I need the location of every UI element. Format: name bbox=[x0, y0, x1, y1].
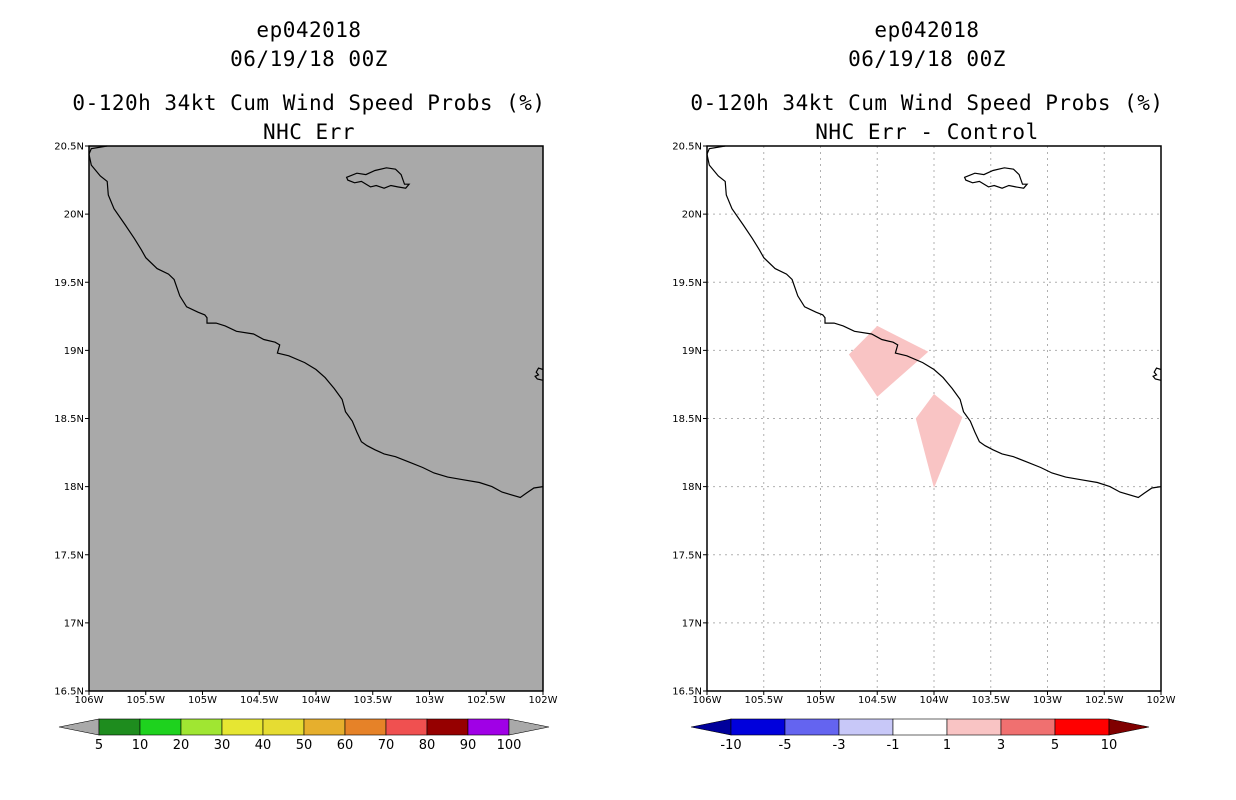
lon-label: 105W bbox=[188, 695, 217, 706]
date-title: 06/19/18 00Z bbox=[848, 47, 1006, 71]
lon-label: 104.5W bbox=[858, 695, 897, 706]
lon-label: 105.5W bbox=[126, 695, 165, 706]
panel-nhc-err-control: ep042018 06/19/18 00Z 0-120h 34kt Cum Wi… bbox=[618, 0, 1236, 800]
colorbar-cell bbox=[1054, 718, 1110, 736]
lat-label: 20N bbox=[64, 210, 84, 221]
lon-label: 102.5W bbox=[1085, 695, 1124, 706]
colorbar-cell bbox=[98, 718, 141, 736]
colorbar-cell bbox=[1000, 718, 1056, 736]
lon-label: 103.5W bbox=[353, 695, 392, 706]
colorbar-label: -10 bbox=[720, 738, 741, 753]
subtitle: NHC Err bbox=[262, 120, 355, 144]
lon-label: 106W bbox=[75, 695, 104, 706]
lon-label: 104.5W bbox=[240, 695, 279, 706]
colorbar-label: 10 bbox=[132, 738, 149, 753]
diff-region-north bbox=[848, 325, 929, 397]
colorbar-label: 60 bbox=[337, 738, 354, 753]
lat-label: 19.5N bbox=[54, 278, 84, 289]
lat-label: 19N bbox=[682, 346, 702, 357]
lon-label: 102.5W bbox=[467, 695, 506, 706]
lon-label: 105W bbox=[806, 695, 835, 706]
colorbar-high-arrow bbox=[508, 718, 550, 736]
colorbar-label: 5 bbox=[1051, 738, 1059, 753]
colorbar-low-arrow bbox=[58, 718, 100, 736]
colorbar: -10 -5 -3 -1 1 3 5 10 bbox=[690, 718, 1150, 753]
subtitle: NHC Err - Control bbox=[815, 120, 1039, 144]
colorbar-label: 5 bbox=[95, 738, 103, 753]
coastline bbox=[88, 145, 544, 499]
colorbar-cell bbox=[262, 718, 305, 736]
panel-nhc-err: ep042018 06/19/18 00Z 0-120h 34kt Cum Wi… bbox=[54, 18, 558, 754]
colorbar-label: 20 bbox=[173, 738, 190, 753]
coast-edge-feature bbox=[1152, 367, 1162, 381]
colorbar-cell bbox=[139, 718, 182, 736]
coast-edge-feature bbox=[534, 367, 544, 381]
colorbar-label: 80 bbox=[419, 738, 436, 753]
colorbar-label: 70 bbox=[378, 738, 395, 753]
colorbar: 5 10 20 30 40 50 60 70 80 90 100 bbox=[58, 718, 550, 753]
colorbar-label: -3 bbox=[833, 738, 846, 753]
lat-label: 16.5N bbox=[672, 687, 702, 698]
colorbar-cell bbox=[946, 718, 1002, 736]
lon-label: 106W bbox=[693, 695, 722, 706]
lat-label: 20N bbox=[682, 210, 702, 221]
colorbar-cell bbox=[426, 718, 469, 736]
lon-label: 105.5W bbox=[744, 695, 783, 706]
lake-outline bbox=[963, 167, 1029, 189]
map-background bbox=[89, 146, 543, 691]
colorbar-label: -5 bbox=[779, 738, 792, 753]
colorbar-cell bbox=[892, 718, 948, 736]
colorbar-cell bbox=[784, 718, 840, 736]
colorbar-cell bbox=[221, 718, 264, 736]
colorbar-cell bbox=[180, 718, 223, 736]
lon-label: 104W bbox=[302, 695, 331, 706]
colorbar-label: 50 bbox=[296, 738, 313, 753]
lat-label: 17N bbox=[682, 618, 702, 629]
colorbar-cell bbox=[344, 718, 387, 736]
colorbar-label: 3 bbox=[997, 738, 1005, 753]
lat-label: 19N bbox=[64, 346, 84, 357]
colorbar-label: 30 bbox=[214, 738, 231, 753]
lon-label: 103W bbox=[1033, 695, 1062, 706]
lat-label: 17.5N bbox=[54, 550, 84, 561]
colorbar-low-arrow bbox=[690, 718, 732, 736]
lon-label: 102W bbox=[529, 695, 558, 706]
product-title: 0-120h 34kt Cum Wind Speed Probs (%) bbox=[690, 91, 1164, 115]
lon-label: 103.5W bbox=[971, 695, 1010, 706]
colorbar-cell bbox=[838, 718, 894, 736]
colorbar-label: 10 bbox=[1101, 738, 1118, 753]
storm-id-title: ep042018 bbox=[874, 18, 980, 42]
colorbar-label: 100 bbox=[497, 738, 522, 753]
diff-region-south bbox=[915, 394, 963, 488]
date-title: 06/19/18 00Z bbox=[230, 47, 388, 71]
lake-outline bbox=[345, 167, 411, 189]
lat-label: 16.5N bbox=[54, 687, 84, 698]
lat-label: 17.5N bbox=[672, 550, 702, 561]
colorbar-label: 90 bbox=[460, 738, 477, 753]
coastline bbox=[706, 145, 1162, 499]
lat-label: 18N bbox=[682, 482, 702, 493]
colorbar-cell bbox=[730, 718, 786, 736]
colorbar-cell bbox=[303, 718, 346, 736]
colorbar-cell bbox=[467, 718, 510, 736]
lat-label: 20.5N bbox=[672, 142, 702, 153]
lon-label: 104W bbox=[920, 695, 949, 706]
storm-id-title: ep042018 bbox=[256, 18, 362, 42]
product-title: 0-120h 34kt Cum Wind Speed Probs (%) bbox=[72, 91, 546, 115]
colorbar-high-arrow bbox=[1108, 718, 1150, 736]
lat-label: 17N bbox=[64, 618, 84, 629]
lon-label: 102W bbox=[1147, 695, 1176, 706]
lat-label: 18.5N bbox=[672, 414, 702, 425]
colorbar-label: -1 bbox=[887, 738, 900, 753]
map-plot: 20.5N 20N 19.5N 19N 18.5N 18N 17.5N 17N 16.5N106… bbox=[672, 142, 1176, 754]
lon-label: 103W bbox=[415, 695, 444, 706]
colorbar-cell bbox=[385, 718, 428, 736]
lat-label: 18N bbox=[64, 482, 84, 493]
lat-label: 20.5N bbox=[54, 142, 84, 153]
lat-label: 18.5N bbox=[54, 414, 84, 425]
colorbar-label: 40 bbox=[255, 738, 272, 753]
lat-label: 19.5N bbox=[672, 278, 702, 289]
colorbar-label: 1 bbox=[943, 738, 951, 753]
map-plot: 20.5N20N19.5N19N18.5N18N17.5N17N16.5N106… bbox=[54, 142, 558, 754]
